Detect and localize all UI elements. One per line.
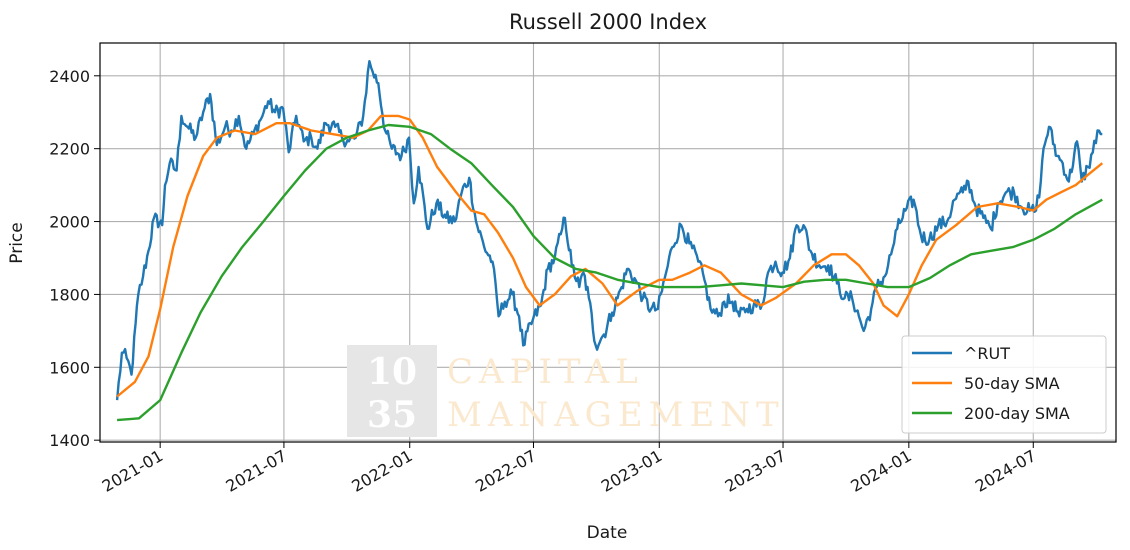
legend: ^RUT 50-day SMA 200-day SMA <box>901 335 1107 434</box>
legend-label: 50-day SMA <box>964 374 1060 393</box>
watermark-text: CAPITAL <box>447 352 644 392</box>
plot-frame <box>99 42 1117 443</box>
y-tick-label: 1800 <box>49 285 90 304</box>
watermark-text: MANAGEMENT <box>447 395 785 435</box>
y-tick-label: 1600 <box>49 358 90 377</box>
chart-title: Russell 2000 Index <box>509 10 707 34</box>
x-tick-label: 2022-07 <box>472 446 539 496</box>
x-tick-label: 2023-07 <box>722 446 789 496</box>
x-tick-label: 2021-01 <box>99 446 166 496</box>
y-tick-label: 2000 <box>49 213 90 232</box>
y-tick-label: 1400 <box>49 431 90 450</box>
series-line-rut <box>115 60 1103 401</box>
watermark-logo-text: 35 <box>367 394 417 436</box>
x-tick-label: 2022-01 <box>348 446 415 496</box>
x-axis-ticks: 2021-01 2021-07 2022-01 2022-07 2023-01 2023-… <box>99 442 1039 496</box>
x-tick-label: 2024-01 <box>847 446 914 496</box>
legend-label: 200-day SMA <box>964 404 1070 423</box>
y-axis-title: Price <box>7 222 27 263</box>
watermark-logo-box <box>347 345 437 437</box>
legend-box <box>901 335 1107 434</box>
series-group <box>115 60 1104 422</box>
x-tick-label: 2024-07 <box>972 446 1039 496</box>
x-tick-label: 2021-07 <box>223 446 290 496</box>
watermark-logo-text: 10 <box>367 351 417 393</box>
x-tick-label: 2023-01 <box>598 446 665 496</box>
series-line-200-day-sma <box>117 123 1103 422</box>
series-line-50-day-sma <box>116 114 1104 398</box>
y-tick-label: 2200 <box>49 140 90 159</box>
x-axis-title: Date <box>587 523 628 543</box>
y-axis-ticks: 1400 1600 1800 2000 2200 2400 <box>49 67 100 450</box>
legend-label: ^RUT <box>964 344 1010 363</box>
y-tick-label: 2400 <box>49 67 90 86</box>
